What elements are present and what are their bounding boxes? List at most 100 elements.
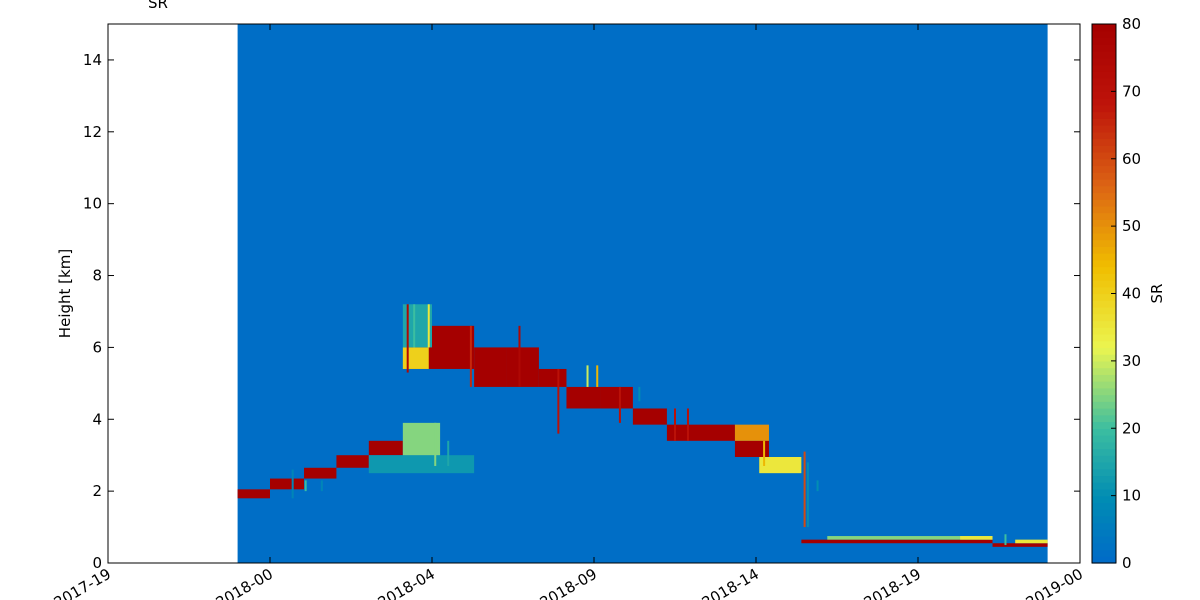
colorbar-segment: [1092, 313, 1116, 322]
colorbar-segment: [1092, 178, 1116, 187]
colorbar-segment: [1092, 64, 1116, 72]
colorbar-segment: [1092, 185, 1116, 194]
colorbar-segment: [1092, 360, 1116, 369]
heatmap-streak: [469, 325, 472, 387]
colorbar-segment: [1092, 441, 1116, 450]
colorbar-segment: [1092, 414, 1116, 423]
heatmap-streak: [638, 386, 641, 402]
heatmap-streak: [686, 408, 689, 441]
heatmap-background: [237, 24, 1048, 563]
colorbar-segment: [1092, 482, 1116, 490]
colorbar-tick-label: 0: [1122, 554, 1132, 572]
heatmap-cell: [474, 347, 507, 387]
heatmap-cell: [801, 539, 993, 544]
heatmap-streak: [518, 325, 521, 387]
colorbar-tick-label: 20: [1122, 419, 1141, 437]
colorbar-segment: [1092, 408, 1116, 416]
heatmap-cell: [666, 424, 735, 441]
colorbar-segment: [1092, 536, 1116, 544]
x-tick-label: 2018-14: [699, 565, 762, 600]
colorbar-segment: [1092, 30, 1116, 39]
colorbar-segment: [1092, 192, 1116, 200]
colorbar-segment: [1092, 461, 1116, 470]
y-tick-label: 2: [92, 482, 102, 500]
colorbar-segment: [1092, 549, 1116, 557]
heatmap-cell: [368, 440, 403, 456]
heatmap-cell: [368, 455, 475, 474]
x-tick-label: 2018-19: [861, 565, 924, 600]
heatmap-streak: [320, 480, 323, 492]
colorbar-tick-label: 60: [1122, 150, 1141, 168]
x-tick-label: 2019-00: [1023, 565, 1086, 600]
heatmap-cell: [270, 478, 305, 490]
colorbar-segment: [1092, 542, 1116, 551]
colorbar-segment: [1092, 367, 1116, 375]
colorbar-segment: [1092, 57, 1116, 66]
heatmap-streak: [586, 365, 589, 387]
y-tick-label: 12: [83, 123, 102, 141]
colorbar-segment: [1092, 91, 1116, 99]
heatmap-streak: [816, 480, 819, 492]
colorbar-segment: [1092, 24, 1116, 32]
heatmap-streak: [434, 422, 437, 466]
y-tick-label: 6: [92, 338, 102, 356]
colorbar-segment: [1092, 293, 1116, 301]
y-axis: 0 2 4 6 8 10 12 14: [83, 51, 1080, 572]
colorbar-tick-label: 70: [1122, 82, 1141, 100]
heatmap-cell: [734, 424, 769, 441]
y-tick-label: 0: [92, 554, 102, 572]
colorbar-segment: [1092, 340, 1116, 348]
colorbar-segment: [1092, 111, 1116, 119]
x-tick-label: 2018-00: [213, 565, 276, 600]
colorbar-segment: [1092, 286, 1116, 295]
heatmap-cell: [632, 408, 667, 425]
colorbar-segment: [1092, 347, 1116, 355]
colorbar-segment: [1092, 165, 1116, 173]
heatmap-cell: [336, 455, 369, 468]
heatmap-cell: [734, 440, 769, 457]
colorbar-segment: [1092, 50, 1116, 59]
colorbar-label: SR: [1148, 284, 1166, 304]
colorbar-segment: [1092, 556, 1116, 564]
heatmap-streak: [304, 480, 307, 492]
y-axis-label: Height [km]: [56, 249, 74, 338]
colorbar-segment: [1092, 455, 1116, 463]
colorbar-segment: [1092, 394, 1116, 402]
heatmap-streak: [674, 408, 676, 441]
colorbar-segment: [1092, 219, 1116, 227]
colorbar-segment: [1092, 259, 1116, 268]
colorbar-segment: [1092, 300, 1116, 308]
heatmap-streak: [406, 304, 409, 373]
colorbar-segment: [1092, 266, 1116, 274]
colorbar-segment: [1092, 320, 1116, 328]
colorbar-tick-label: 30: [1122, 352, 1141, 370]
colorbar-segment: [1092, 515, 1116, 524]
colorbar-segment: [1092, 84, 1116, 92]
colorbar: 0 10 20 30 40 50 60 70 80: [1091, 15, 1141, 572]
heatmap-cell: [538, 368, 567, 387]
colorbar-segment: [1092, 131, 1116, 140]
heatmap-streak: [806, 462, 809, 528]
colorbar-segment: [1092, 428, 1116, 436]
colorbar-segment: [1092, 77, 1116, 86]
heatmap-cell: [1015, 539, 1048, 544]
colorbar-tick-label: 50: [1122, 217, 1141, 235]
colorbar-segment: [1092, 239, 1116, 247]
colorbar-segment: [1092, 354, 1116, 362]
colorbar-segment: [1092, 509, 1116, 517]
heatmap-streak: [596, 365, 599, 387]
heatmap-streak: [413, 304, 416, 348]
colorbar-segment: [1092, 327, 1116, 335]
y-tick-label: 10: [83, 195, 102, 213]
heatmap-cell: [759, 456, 802, 474]
colorbar-segment: [1092, 104, 1116, 113]
colorbar-segment: [1092, 205, 1116, 214]
y-tick-label: 14: [83, 51, 102, 69]
x-tick-label: 2018-09: [537, 565, 600, 600]
colorbar-tick-label: 40: [1122, 285, 1141, 303]
colorbar-segment: [1092, 37, 1116, 45]
heatmap-cell: [304, 467, 337, 479]
chart-title: SR: [148, 0, 168, 12]
heatmap-cell: [960, 536, 993, 540]
